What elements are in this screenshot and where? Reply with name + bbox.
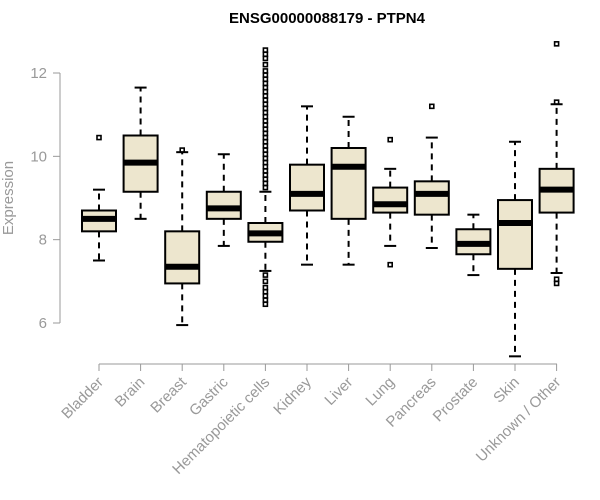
- outlier-point: [387, 261, 394, 268]
- x-tick-label: Lung: [362, 374, 398, 410]
- box-group-hematopoietic-cells: [247, 47, 284, 308]
- y-tick-label: 12: [30, 65, 47, 82]
- iqr-box: [497, 199, 533, 270]
- box-group-prostate: [455, 213, 492, 277]
- outlier-point: [553, 280, 560, 287]
- outlier-point: [179, 147, 185, 153]
- iqr-box: [205, 190, 242, 220]
- box-group-liver: [330, 115, 367, 266]
- iqr-box: [289, 163, 325, 212]
- iqr-box: [330, 147, 367, 220]
- box-group-kidney: [289, 105, 325, 266]
- box-group-breast: [164, 147, 201, 327]
- outlier-point: [262, 55, 269, 62]
- y-tick-label: 8: [39, 232, 47, 249]
- y-tick-label: 10: [30, 148, 47, 165]
- box-plots: [81, 41, 575, 358]
- outlier-point: [553, 99, 560, 105]
- outlier-point: [428, 103, 435, 110]
- box-group-pancreas: [413, 103, 450, 249]
- x-tick-label: Prostate: [430, 374, 482, 426]
- outlier-point: [553, 41, 560, 47]
- outlier-point: [262, 278, 269, 285]
- outlier-point: [96, 134, 102, 141]
- x-tick-label: Liver: [321, 374, 356, 409]
- box-group-skin: [497, 140, 533, 358]
- box-group-brain: [122, 86, 159, 220]
- outlier-point: [387, 136, 394, 143]
- y-tick-label: 6: [39, 315, 47, 332]
- iqr-box: [164, 230, 201, 285]
- outlier-point: [262, 61, 269, 68]
- y-ticks: 6 8 10 12: [30, 65, 60, 332]
- x-tick-label: Bladder: [58, 374, 107, 423]
- x-tick-label: Kidney: [270, 373, 315, 418]
- iqr-box: [413, 180, 450, 216]
- x-tick-label: Brain: [112, 374, 149, 411]
- y-axis-label: Expression: [0, 161, 17, 235]
- box-group-bladder: [81, 134, 117, 262]
- outlier-point: [262, 272, 269, 278]
- box-group-gastric: [205, 153, 242, 247]
- x-tick-label: Breast: [147, 373, 190, 416]
- box-group-lung: [372, 136, 409, 268]
- box-group-unknown-other: [538, 41, 575, 287]
- chart-title: ENSG00000088179 - PTPN4: [229, 10, 426, 27]
- x-tick-label: Skin: [490, 374, 523, 407]
- outlier-point: [262, 301, 269, 308]
- iqr-box: [372, 186, 409, 214]
- outlier-point: [262, 184, 269, 191]
